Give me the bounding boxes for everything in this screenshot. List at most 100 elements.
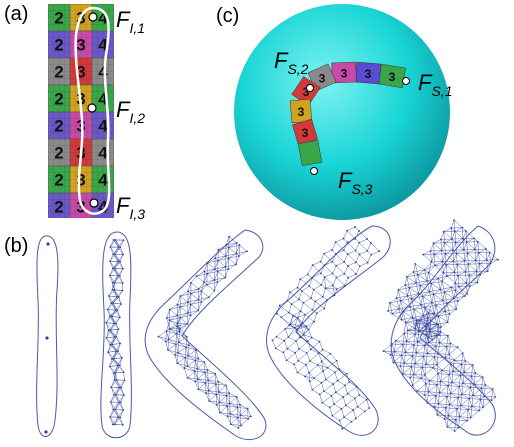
mesh-edge [425,356,435,365]
mesh-vertex [117,296,120,298]
mesh-edge [323,383,334,392]
mesh-edge [433,289,441,295]
cell-number: 3 [76,171,85,190]
mesh-edge [389,302,393,314]
mesh-vertex [446,302,448,305]
mesh-edge [238,251,247,257]
mesh-vertex [465,282,468,284]
mesh-edge [425,363,434,369]
mesh-vertex [413,373,415,376]
mesh-edge [120,395,125,403]
mesh-edge [455,419,467,421]
mesh-edge [442,298,454,301]
mesh-vertex [437,372,439,375]
mesh-vertex [335,264,338,267]
mesh-edge [207,268,216,274]
mesh-edge [425,323,428,335]
mesh-edge [297,372,306,377]
mesh-edge [401,311,404,320]
mesh-edge [405,322,409,331]
mesh-edge [166,315,178,319]
mesh-edge [420,378,426,385]
mesh-edge [300,325,309,330]
cell-number: 3 [76,63,85,82]
cell-number: 4 [98,198,108,217]
mesh-vertex [305,352,308,354]
mesh-edge [417,274,428,281]
mesh-edge [169,306,181,310]
cell-number: 3 [76,36,85,55]
mesh-vertex [117,350,119,352]
mesh-edge [405,341,407,353]
mesh-edge [447,385,452,394]
mesh-edge [429,331,433,341]
mesh-vertex [295,340,297,342]
mesh-edge [424,307,435,314]
mesh-edge [230,413,241,416]
mesh-vertex [112,302,115,305]
mesh-edge [434,406,438,415]
mesh-vertex [287,336,290,338]
mesh-edge [218,391,220,403]
mesh-vertex [456,346,459,349]
mesh-vertex [120,386,123,389]
mesh-edge [298,360,307,365]
mesh-edge [188,355,199,359]
mesh-edge [208,390,210,402]
mesh-edge [428,272,439,279]
mesh-edge [355,238,360,243]
mesh-vertex [444,406,447,409]
mesh-edge [169,328,177,335]
mesh-edge [400,355,402,367]
mesh-vertex [176,322,179,325]
mesh-edge [433,243,435,255]
mesh-vertex [366,249,369,252]
mesh-edge [477,274,481,283]
mesh-edge [176,333,180,343]
mesh-edge [308,329,313,338]
mesh-edge [214,373,216,385]
mesh-vertex [110,315,113,318]
mesh-edge [448,343,451,355]
mesh-vertex [119,246,122,249]
mesh-vertex [446,321,449,324]
mesh-edge [428,342,440,344]
mesh-vertex [453,230,456,233]
mesh-edge [227,416,238,418]
mesh-vertex [453,219,455,222]
mesh-edge [109,358,113,367]
mesh-vertex [108,315,111,318]
mesh-vertex [175,332,178,335]
mesh-edge [470,387,474,396]
mesh-edge [343,250,348,255]
mesh-vertex [110,386,113,389]
mesh-edge [458,286,468,295]
mesh-edge [117,343,121,352]
mesh-edge [403,322,406,334]
mesh-vertex [415,319,418,322]
mesh-edge [279,305,289,313]
mesh-edge [441,281,452,288]
mesh-edge [313,284,322,290]
mesh-edge [109,309,116,317]
mesh-edge [428,380,430,392]
mesh-edge [228,247,237,254]
mesh-edge [418,323,428,332]
mesh-edge [441,275,448,282]
mesh-edge [331,249,337,255]
mesh-edge [335,392,344,398]
mesh-edge [471,406,484,408]
mesh-vertex [117,416,119,419]
mesh-edge [107,302,112,310]
mesh-edge [411,355,413,367]
mesh-vertex [105,321,108,324]
mesh-edge [456,408,460,417]
mesh-edge [311,277,322,286]
mesh-vertex [186,312,189,314]
mesh-edge [219,412,228,417]
mesh-edge [296,329,304,336]
mesh-vertex [203,361,206,364]
mesh-edge [445,396,448,408]
mesh-edge [453,253,457,262]
mesh-vertex [394,339,397,342]
